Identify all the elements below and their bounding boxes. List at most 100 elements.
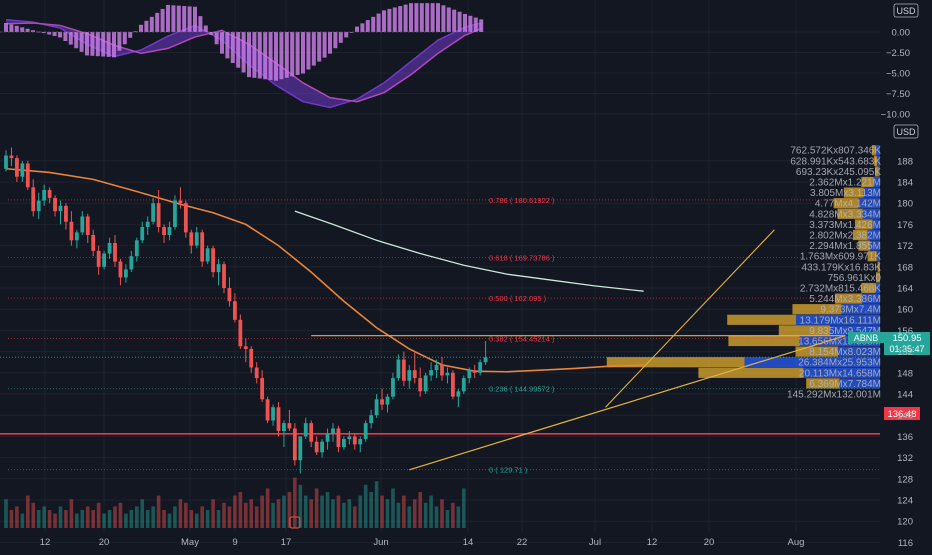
candle-body (64, 206, 68, 222)
candle-body (228, 288, 232, 301)
macd-histogram-bar (198, 16, 202, 32)
candle-body (113, 243, 117, 262)
volume-bar (391, 488, 395, 528)
candle-body (473, 370, 477, 373)
volume-bar (358, 496, 362, 528)
volume-bar (140, 499, 144, 528)
volume-bar (337, 496, 341, 528)
candle-body (293, 428, 297, 460)
candle-body (91, 235, 95, 251)
macd-histogram-bar (90, 32, 94, 56)
volume-bar (348, 499, 352, 528)
volume-bar (249, 499, 253, 528)
candle-body (124, 269, 128, 277)
candle-body (331, 428, 335, 433)
volume-bar (429, 496, 433, 528)
profile-row-label: 2.294Mx1.855M (809, 241, 881, 252)
volume-bar (157, 496, 161, 528)
macd-histogram-bar (53, 32, 57, 36)
macd-histogram-bar (117, 32, 121, 51)
volume-bar (151, 506, 155, 528)
macd-tick-label: −10.00 (881, 110, 910, 121)
price-tick-label: 144 (897, 390, 913, 401)
volume-bar (397, 503, 401, 528)
macd-histogram-bar (258, 32, 262, 79)
price-tick-label: 168 (897, 262, 913, 273)
macd-histogram-bar (107, 32, 111, 57)
candle-body (402, 360, 406, 381)
volume-bar (271, 503, 275, 528)
volume-bar (293, 478, 297, 528)
macd-histogram-bar (366, 20, 370, 32)
macd-tick-label: −2.50 (886, 48, 910, 59)
volume-bar (70, 499, 74, 528)
macd-histogram-bar (193, 7, 197, 32)
volume-bar (369, 492, 373, 528)
candle-body (42, 190, 46, 201)
candle-body (206, 248, 210, 261)
candle-body (478, 362, 482, 373)
fib-level-label: 0.236 ( 144.99572 ) (489, 385, 555, 394)
candle-body (315, 442, 319, 453)
candle-body (467, 370, 471, 378)
candle-body (429, 370, 433, 375)
volume-bar (266, 488, 270, 528)
volume-bar (200, 506, 204, 528)
volume-bar (408, 506, 412, 528)
candle-body (48, 190, 52, 198)
price-tick-label: 188 (897, 156, 913, 167)
candle-body (244, 346, 248, 349)
volume-bar (42, 506, 46, 528)
volume-bar (424, 503, 428, 528)
candle-body (424, 375, 428, 391)
candle-body (386, 397, 390, 405)
candle-body (189, 232, 193, 245)
price-currency-label: USD (896, 127, 916, 137)
volume-bar (179, 499, 183, 528)
candle-body (59, 206, 63, 211)
macd-histogram-bar (360, 23, 364, 32)
macd-histogram-bar (328, 32, 332, 54)
macd-histogram-bar (74, 32, 78, 48)
candle-body (233, 301, 237, 320)
candle-body (440, 365, 444, 376)
macd-histogram-bar (128, 32, 132, 38)
candle-body (80, 216, 84, 232)
volume-bar (59, 506, 63, 528)
candle-body (129, 256, 133, 269)
candle-body (260, 378, 264, 399)
candle-body (277, 407, 281, 431)
macd-histogram-bar (387, 9, 391, 32)
volume-bar (222, 503, 226, 528)
volume-bar (260, 496, 264, 528)
macd-histogram-bar (393, 7, 397, 32)
candle-body (86, 216, 90, 235)
candle-body (20, 163, 24, 176)
macd-histogram-bar (452, 10, 456, 32)
volume-bar (380, 496, 384, 528)
candle-body (108, 243, 112, 254)
candle-body (157, 203, 161, 227)
macd-histogram-bar (301, 32, 305, 73)
macd-currency-label: USD (896, 6, 916, 16)
volume-bar (108, 510, 112, 528)
macd-histogram-bar (209, 32, 213, 35)
macd-histogram-bar (463, 14, 467, 32)
volume-bar (184, 503, 188, 528)
macd-histogram-bar (4, 23, 8, 32)
candle-body (249, 349, 253, 368)
price-currency-badge[interactable]: USD (894, 125, 918, 138)
profile-row-label: 2.732Mx815.468K (800, 284, 882, 295)
macd-tick-label: −5.00 (886, 69, 910, 80)
price-tick-label: 156 (897, 326, 913, 337)
volume-bar (130, 510, 134, 528)
candle-body (217, 264, 221, 272)
profile-row-label: 9.373Mx7.4M (820, 305, 881, 316)
candle-body (288, 423, 292, 428)
macd-histogram-bar (215, 32, 219, 44)
volume-bar (282, 496, 286, 528)
volume-bar (102, 514, 106, 528)
macd-currency-badge[interactable]: USD (894, 4, 918, 17)
